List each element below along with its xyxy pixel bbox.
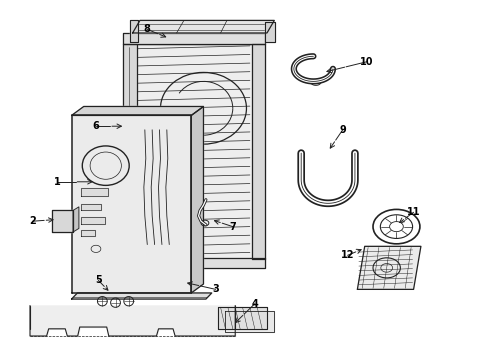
Polygon shape [81, 217, 105, 224]
Polygon shape [225, 311, 274, 332]
Text: 12: 12 [341, 250, 354, 260]
Polygon shape [130, 21, 138, 42]
Text: 10: 10 [361, 57, 374, 67]
Polygon shape [265, 22, 275, 42]
Polygon shape [73, 207, 79, 232]
Polygon shape [218, 307, 267, 329]
Text: 2: 2 [29, 216, 36, 226]
Polygon shape [133, 21, 274, 33]
Polygon shape [191, 107, 203, 293]
Text: 11: 11 [407, 207, 420, 217]
Polygon shape [357, 246, 421, 289]
Text: 1: 1 [53, 177, 60, 187]
Polygon shape [123, 258, 265, 268]
Polygon shape [81, 230, 95, 235]
Text: 6: 6 [93, 121, 99, 131]
Polygon shape [81, 188, 108, 196]
Polygon shape [123, 44, 137, 259]
Text: 5: 5 [95, 275, 102, 285]
Polygon shape [252, 44, 265, 259]
Polygon shape [72, 293, 212, 299]
Text: 4: 4 [251, 299, 258, 309]
Text: 8: 8 [144, 24, 151, 35]
Text: 3: 3 [212, 284, 219, 294]
Text: 9: 9 [340, 125, 346, 135]
Text: 7: 7 [229, 222, 236, 231]
Polygon shape [72, 116, 191, 293]
Polygon shape [123, 33, 265, 44]
Polygon shape [72, 107, 203, 116]
Polygon shape [133, 44, 255, 259]
Polygon shape [52, 211, 73, 232]
Polygon shape [81, 204, 101, 211]
